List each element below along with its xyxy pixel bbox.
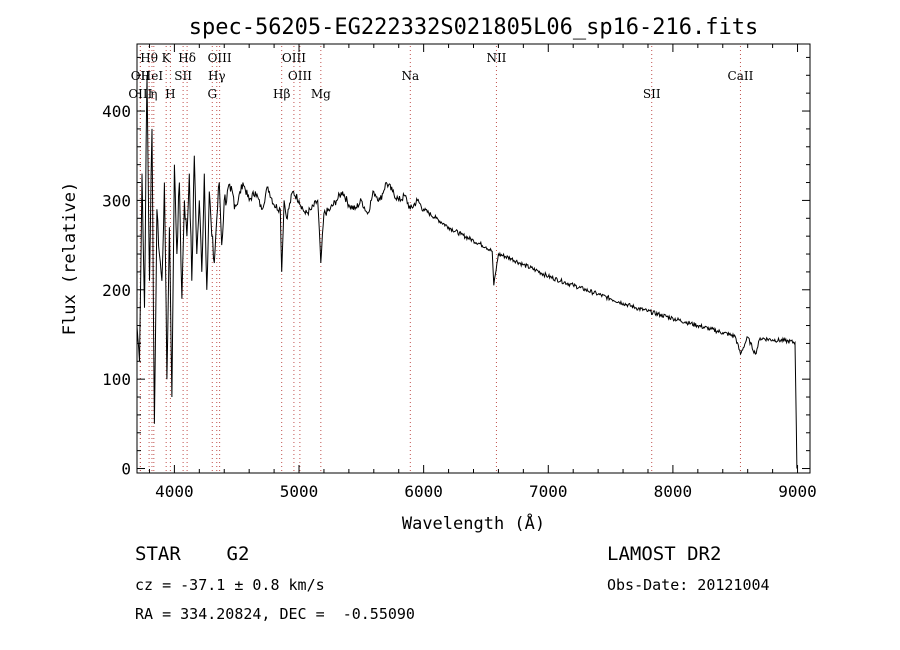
line-label: SII [643,87,661,101]
line-label: OIII [288,69,312,83]
line-label: H [165,87,175,101]
line-label: OIII [208,51,232,65]
y-tick-label: 200 [102,281,131,300]
x-tick-label: 4000 [155,482,194,501]
plot-frame [136,43,811,474]
spectrum-chart: spec-56205-EG222332S021805L06_sp16-216.f… [60,15,817,534]
redshift-label: cz = -37.1 ± 0.8 km/s [135,576,325,594]
line-label: Hδ [178,51,196,65]
object-class-label: STAR G2 [135,543,250,565]
line-label: HeI [141,69,164,83]
y-tick-label: 300 [102,191,131,210]
line-label: Hθ [140,51,158,65]
y-tick-label: 400 [102,102,131,121]
x-tick-label: 8000 [654,482,693,501]
x-tick-label: 6000 [404,482,443,501]
chart-title: spec-56205-EG222332S021805L06_sp16-216.f… [189,15,759,40]
x-tick-label: 5000 [280,482,319,501]
y-tick-label: 100 [102,370,131,389]
line-label: K [162,51,172,65]
line-label: OII [131,69,151,83]
y-axis-label: Flux (relative) [60,182,80,336]
line-label: Na [401,69,419,83]
line-label: η [150,87,157,101]
line-label: Hβ [273,87,290,101]
y-tick-label: 0 [121,460,131,479]
x-tick-label: 7000 [529,482,568,501]
line-label: Mg [311,87,331,101]
line-label: SII [174,69,192,83]
line-label: CaII [728,69,754,83]
line-label: NII [486,51,506,65]
x-axis-label: Wavelength (Å) [402,512,545,534]
obs-date-label: Obs-Date: 20121004 [607,576,770,594]
line-label: G [207,87,217,101]
coordinates-label: RA = 334.20824, DEC = -0.55090 [135,605,415,623]
line-label: OIII [282,51,306,65]
line-label: Hγ [208,69,226,83]
survey-label: LAMOST DR2 [607,543,722,565]
spectrum-line [136,75,798,469]
x-tick-label: 9000 [778,482,817,501]
